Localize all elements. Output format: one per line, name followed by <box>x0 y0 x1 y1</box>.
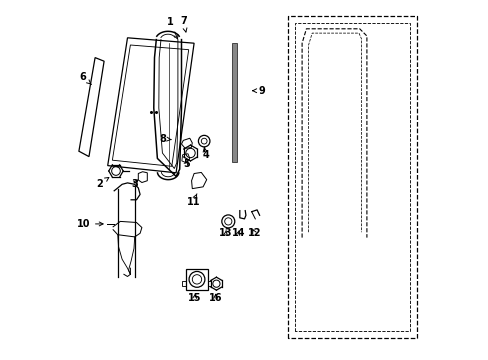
Text: 13: 13 <box>219 228 232 238</box>
Text: 9: 9 <box>252 86 264 96</box>
Text: 7: 7 <box>180 16 186 32</box>
Polygon shape <box>231 43 236 162</box>
Text: 4: 4 <box>202 147 208 160</box>
Text: 6: 6 <box>80 72 91 85</box>
Text: 5: 5 <box>183 159 189 169</box>
Text: 14: 14 <box>231 228 244 238</box>
Text: 8: 8 <box>159 134 171 144</box>
Text: 12: 12 <box>247 228 261 238</box>
Text: 16: 16 <box>208 293 222 303</box>
Text: 1: 1 <box>167 17 178 39</box>
Text: 3: 3 <box>131 179 138 189</box>
Text: 2: 2 <box>96 177 109 189</box>
Text: 11: 11 <box>186 194 200 207</box>
Text: 15: 15 <box>188 293 201 303</box>
Text: 10: 10 <box>76 219 103 229</box>
